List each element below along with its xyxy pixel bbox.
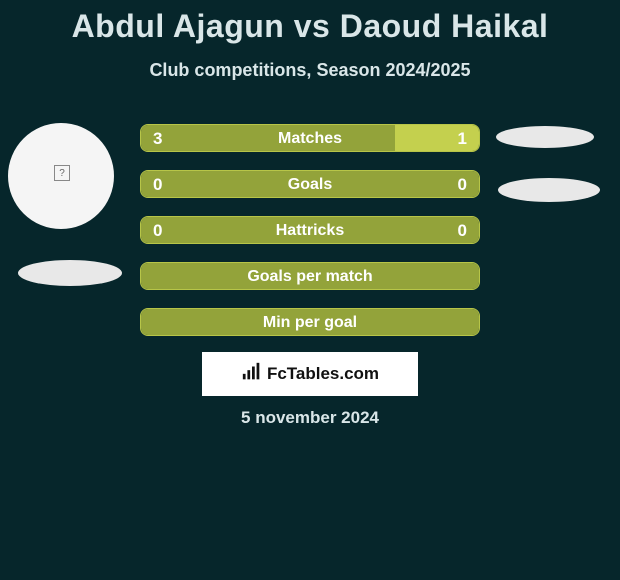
stat-bar-row: Matches3 1	[140, 124, 480, 152]
bar-value-right: 1	[458, 125, 467, 152]
image-placeholder-icon: ?	[54, 165, 70, 181]
stat-bar-row: Goals0 0	[140, 170, 480, 198]
bar-value-left: 0	[153, 217, 162, 244]
player-right-pedestal-top	[496, 126, 594, 148]
stats-comparison-card: Abdul Ajagun vs Daoud Haikal Club compet…	[0, 0, 620, 580]
bar-value-right: 0	[458, 217, 467, 244]
page-title: Abdul Ajagun vs Daoud Haikal	[0, 8, 620, 45]
stat-bar-row: Hattricks0 0	[140, 216, 480, 244]
player-left-avatar: ?	[8, 123, 114, 229]
bar-value-left: 3	[153, 125, 162, 152]
player-right-pedestal-bottom	[498, 178, 600, 202]
player-left-pedestal	[18, 260, 122, 286]
brand-chart-icon	[241, 361, 263, 388]
stat-bar-row: Min per goal	[140, 308, 480, 336]
bar-label: Min per goal	[141, 309, 479, 336]
bar-label: Goals	[141, 171, 479, 198]
brand-footer: FcTables.com	[202, 352, 418, 396]
stat-bar-row: Goals per match	[140, 262, 480, 290]
bar-value-right: 0	[458, 171, 467, 198]
stat-bar-list: Matches31Goals00Hattricks00Goals per mat…	[140, 124, 480, 354]
bar-label: Hattricks	[141, 217, 479, 244]
bar-label: Matches	[141, 125, 479, 152]
page-subtitle: Club competitions, Season 2024/2025	[0, 60, 620, 81]
date-text: 5 november 2024	[0, 408, 620, 428]
brand-name: FcTables.com	[267, 364, 379, 384]
bar-label: Goals per match	[141, 263, 479, 290]
bar-value-left: 0	[153, 171, 162, 198]
